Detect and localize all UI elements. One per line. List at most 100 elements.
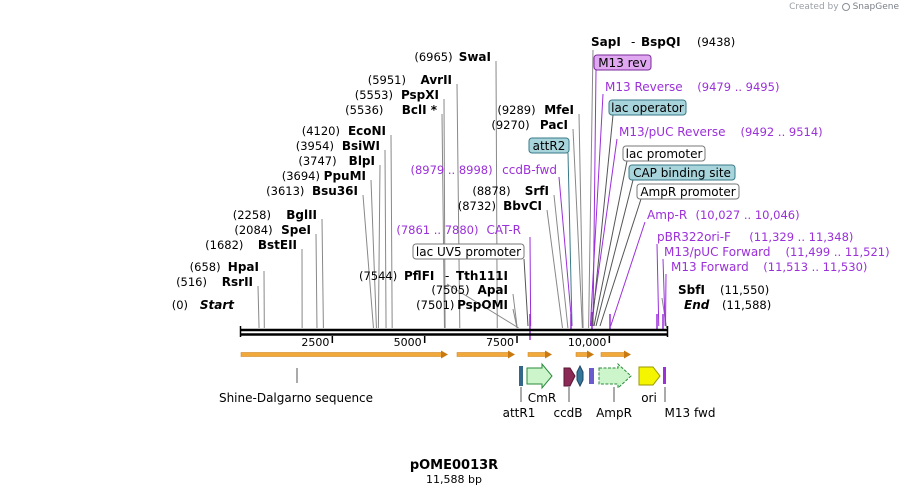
enzyme-coord: (9289) — [497, 103, 535, 117]
feature-track: Shine-Dalgarno sequence attR1 CmR ccdB A… — [219, 350, 715, 420]
end-label: End — [684, 298, 710, 312]
primer-line — [558, 176, 573, 327]
primer-range: (9492 .. 9514) — [741, 125, 823, 139]
primer-range: (7861 .. 7880) — [396, 223, 478, 237]
enzyme-site-line — [512, 293, 518, 329]
enzyme-site: MfeI (9289) — [497, 103, 574, 117]
feature-shine-dalgarno-label: Shine-Dalgarno sequence — [219, 391, 373, 405]
enzyme-coord: (7505) — [431, 283, 469, 297]
enzyme-site-line — [446, 283, 519, 329]
enzyme-site: PacI (9270) — [491, 118, 568, 132]
enzyme-name: BlpI — [349, 154, 375, 168]
primer-box-label: attR2 — [533, 139, 566, 153]
enzyme-site: ApaI (7505) — [431, 283, 508, 297]
enzyme-site-line — [377, 164, 381, 329]
enzyme-name: Bsu36I — [312, 184, 358, 198]
cmr-arrow — [526, 362, 553, 390]
feature-box-lac-uv5-promoter: lac UV5 promoter — [412, 243, 525, 260]
enzyme-site-line — [321, 218, 324, 329]
primer-range: (8979 .. 8998) — [410, 163, 492, 177]
enzyme-site: BlpI (3747) — [298, 154, 375, 168]
primer-cat-r: CAT-R (7861 .. 7880) — [396, 223, 521, 237]
enzyme-name: PspOMI — [457, 298, 508, 312]
feature-ccdb-label: ccdB — [553, 406, 582, 420]
primer-range: (11,499 .. 11,521) — [786, 245, 890, 259]
axis-tick-label: 2500 — [301, 336, 329, 349]
primer-range: (10,027 .. 10,046) — [696, 208, 800, 222]
enzyme-site: EcoNI (4120) — [302, 124, 386, 138]
enzyme-sbfi: SbfI (11,550) — [678, 283, 769, 297]
m13-fwd-block — [663, 367, 666, 384]
enzyme-site: PspXI (5553) — [355, 88, 439, 102]
enzyme-site: PpuMI (3694) — [282, 169, 366, 183]
enzyme-site: AvrII (5951) — [368, 73, 452, 87]
enzyme-coord: (8732) — [458, 199, 496, 213]
credit-brand: SnapGene — [852, 2, 899, 12]
primer-name: pBR322ori-F — [657, 230, 731, 244]
enzyme-site-line — [441, 113, 445, 329]
enzyme-name: ApaI — [478, 283, 508, 297]
primer-line — [656, 243, 660, 327]
primer-line — [592, 69, 597, 327]
feature-line — [523, 258, 529, 327]
enzyme-site: SrfI (8878) — [472, 184, 549, 198]
enzyme-name: BbvCI — [503, 199, 542, 213]
enzyme-site: PspOMI(7501) — [416, 298, 508, 312]
enzyme-site: HpaI (658) — [190, 260, 259, 274]
enzyme-tth111i-name: Tth111I — [456, 269, 508, 283]
enzyme-coord: (2258) — [233, 208, 271, 222]
enzyme-sapi-name: SapI — [591, 35, 621, 49]
enzyme-coord: (0) — [172, 298, 188, 312]
feature-box-label: AmpR promoter — [640, 185, 735, 199]
enzyme-coord: (516) — [176, 275, 207, 289]
enzyme-sapi-separator: - — [631, 35, 635, 49]
enzyme-coord: (3613) — [266, 184, 304, 198]
feature-box — [622, 145, 706, 162]
enzyme-name: BsiWI — [342, 139, 380, 153]
enzyme-site-line — [588, 49, 594, 329]
axis-tick-label: 10,000 — [568, 336, 607, 349]
primer-name: M13 Forward — [671, 260, 749, 274]
boxed-feature-labels: lac operator lac promoter CAP binding site… — [412, 99, 740, 260]
enzyme-coord: (5536) — [345, 103, 383, 117]
snapgene-credit: Created by SnapGene — [789, 2, 899, 12]
enzyme-site-line — [443, 98, 446, 329]
enzyme-site-line — [553, 194, 569, 329]
enzyme-coord: (5553) — [355, 88, 393, 102]
enzyme-name: PacI — [540, 118, 568, 132]
feature-box — [628, 164, 736, 181]
primer-range: (9479 .. 9495) — [697, 80, 779, 94]
enzyme-coord: (1682) — [205, 238, 243, 252]
enzyme-bspqi-name: BspQI — [641, 35, 681, 49]
primer-box-label: M13 rev — [598, 56, 647, 70]
primer-m13-puc-forward: M13/pUC Forward (11,499 .. 11,521) — [664, 245, 890, 259]
enzyme-coord: (8878) — [472, 184, 510, 198]
enzyme-sapi-coord: (9438) — [697, 35, 735, 49]
enzyme-name: AvrII — [420, 73, 452, 87]
enzyme-name: RsrII — [222, 275, 253, 289]
ampr-arrow — [598, 362, 632, 390]
feature-box-lac-promoter: lac promoter — [622, 145, 706, 162]
snapgene-logo-icon — [841, 3, 850, 11]
enzyme-name: Start — [200, 298, 235, 312]
feature-box-ampr-promoter: AmpR promoter — [636, 183, 740, 200]
enzyme-site-line — [572, 128, 583, 329]
enzyme-site: BclI * (5536) — [345, 103, 438, 117]
enzyme-sapi-bspqi: SapI - BspQI (9438) — [591, 35, 735, 49]
feature-line — [599, 198, 642, 327]
enzyme-name: SrfI — [525, 184, 549, 198]
plasmid-size: 11,588 bp — [426, 473, 482, 486]
primer-pbr322ori-f: pBR322ori-F (11,329 .. 11,348) — [657, 230, 853, 244]
enzyme-coord: (4120) — [302, 124, 340, 138]
primer-name: M13/pUC Forward — [664, 245, 771, 259]
feature-box-label: lac operator — [611, 101, 684, 115]
enzyme-site-line — [315, 233, 318, 329]
enzyme-site-lines — [257, 49, 668, 329]
feature-line — [591, 114, 614, 327]
enzyme-site-line — [390, 134, 393, 329]
enzyme-name: BstEII — [258, 238, 297, 252]
enzyme-site-line — [456, 83, 461, 329]
enzyme-coord: (658) — [190, 260, 221, 274]
enzyme-site: Bsu36I (3613) — [266, 184, 358, 198]
primer-name: ccdB-fwd — [502, 163, 557, 177]
